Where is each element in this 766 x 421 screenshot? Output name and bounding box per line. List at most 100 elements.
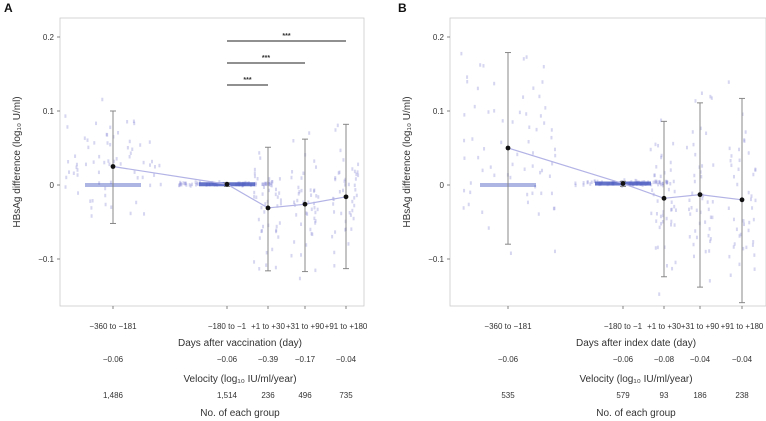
data-point bbox=[66, 125, 69, 129]
data-point bbox=[265, 182, 268, 186]
data-point bbox=[535, 127, 538, 132]
data-point bbox=[126, 145, 129, 150]
data-point bbox=[267, 182, 270, 187]
data-point bbox=[260, 205, 263, 210]
data-point bbox=[279, 198, 282, 202]
y-tick-label: 0.1 bbox=[433, 107, 445, 116]
data-point bbox=[674, 208, 677, 212]
data-point bbox=[544, 106, 547, 110]
count-row-label: No. of each group bbox=[200, 408, 280, 419]
data-point bbox=[265, 263, 268, 267]
data-point bbox=[692, 254, 695, 259]
data-point bbox=[269, 183, 272, 187]
data-point bbox=[103, 160, 106, 165]
data-point bbox=[688, 235, 691, 239]
data-point bbox=[729, 273, 732, 277]
y-tick-label: 0 bbox=[50, 181, 55, 190]
data-point bbox=[279, 201, 282, 206]
data-point bbox=[153, 173, 156, 177]
data-point bbox=[466, 79, 469, 84]
data-point bbox=[657, 143, 660, 148]
data-point bbox=[706, 200, 709, 204]
data-point bbox=[527, 139, 530, 144]
data-point bbox=[586, 180, 589, 185]
data-point bbox=[739, 232, 742, 237]
data-point bbox=[654, 142, 657, 147]
data-point bbox=[105, 132, 108, 137]
data-point bbox=[481, 210, 484, 214]
data-point bbox=[732, 174, 735, 179]
data-point bbox=[128, 139, 131, 144]
data-point bbox=[133, 121, 136, 126]
data-point bbox=[353, 203, 356, 208]
data-point bbox=[68, 170, 71, 174]
data-point bbox=[259, 156, 262, 160]
data-point bbox=[660, 182, 663, 187]
data-point bbox=[113, 159, 116, 164]
data-point bbox=[654, 180, 657, 185]
group-count: 236 bbox=[261, 391, 275, 400]
data-point bbox=[658, 225, 661, 230]
data-point bbox=[295, 213, 298, 217]
data-point bbox=[302, 200, 305, 204]
data-point bbox=[539, 114, 542, 118]
data-point bbox=[729, 158, 732, 163]
data-point bbox=[131, 147, 134, 152]
y-axis-title: HBsAg difference (log₁₀ U/ml) bbox=[402, 96, 413, 227]
data-point bbox=[183, 181, 186, 186]
data-point bbox=[747, 190, 750, 195]
data-point bbox=[315, 194, 318, 198]
mean-trend-line bbox=[112, 165, 347, 209]
data-point bbox=[654, 179, 657, 184]
data-point bbox=[253, 174, 256, 179]
data-point bbox=[98, 181, 101, 185]
data-point bbox=[75, 165, 78, 170]
data-point bbox=[179, 180, 182, 185]
data-point bbox=[97, 170, 100, 175]
data-point bbox=[290, 253, 293, 258]
data-point bbox=[90, 206, 93, 210]
data-point bbox=[67, 159, 70, 164]
data-point bbox=[334, 177, 337, 182]
velocity-value: −0.17 bbox=[295, 355, 316, 364]
data-point bbox=[673, 223, 676, 227]
data-point bbox=[265, 250, 268, 255]
data-point bbox=[158, 163, 161, 168]
data-point bbox=[264, 181, 267, 186]
data-point bbox=[658, 292, 661, 296]
data-point bbox=[634, 178, 637, 183]
data-point bbox=[735, 227, 738, 232]
data-point bbox=[106, 133, 109, 137]
data-point bbox=[117, 131, 120, 135]
data-point bbox=[333, 210, 336, 214]
data-point bbox=[308, 131, 311, 135]
data-point bbox=[460, 51, 463, 56]
data-point bbox=[271, 180, 274, 184]
data-point bbox=[298, 190, 301, 194]
data-point bbox=[342, 188, 345, 193]
velocity-value: −0.39 bbox=[258, 355, 279, 364]
data-point bbox=[669, 160, 672, 165]
data-point bbox=[742, 246, 745, 251]
data-point bbox=[179, 181, 182, 186]
data-point bbox=[752, 172, 755, 177]
mean-dot bbox=[302, 201, 308, 207]
data-point bbox=[108, 162, 111, 167]
data-point bbox=[691, 191, 694, 196]
data-point bbox=[656, 245, 659, 250]
data-point bbox=[135, 200, 138, 205]
data-point bbox=[709, 237, 712, 241]
data-point bbox=[276, 195, 279, 199]
data-point bbox=[253, 171, 256, 176]
data-point bbox=[142, 160, 145, 165]
data-point bbox=[110, 205, 113, 209]
data-point bbox=[593, 179, 596, 183]
data-point bbox=[332, 202, 335, 206]
data-point bbox=[256, 177, 259, 181]
data-point bbox=[313, 205, 316, 210]
data-point bbox=[553, 206, 556, 211]
data-point bbox=[196, 181, 199, 185]
data-point bbox=[709, 94, 712, 99]
data-point bbox=[357, 162, 360, 167]
data-point bbox=[733, 242, 736, 246]
